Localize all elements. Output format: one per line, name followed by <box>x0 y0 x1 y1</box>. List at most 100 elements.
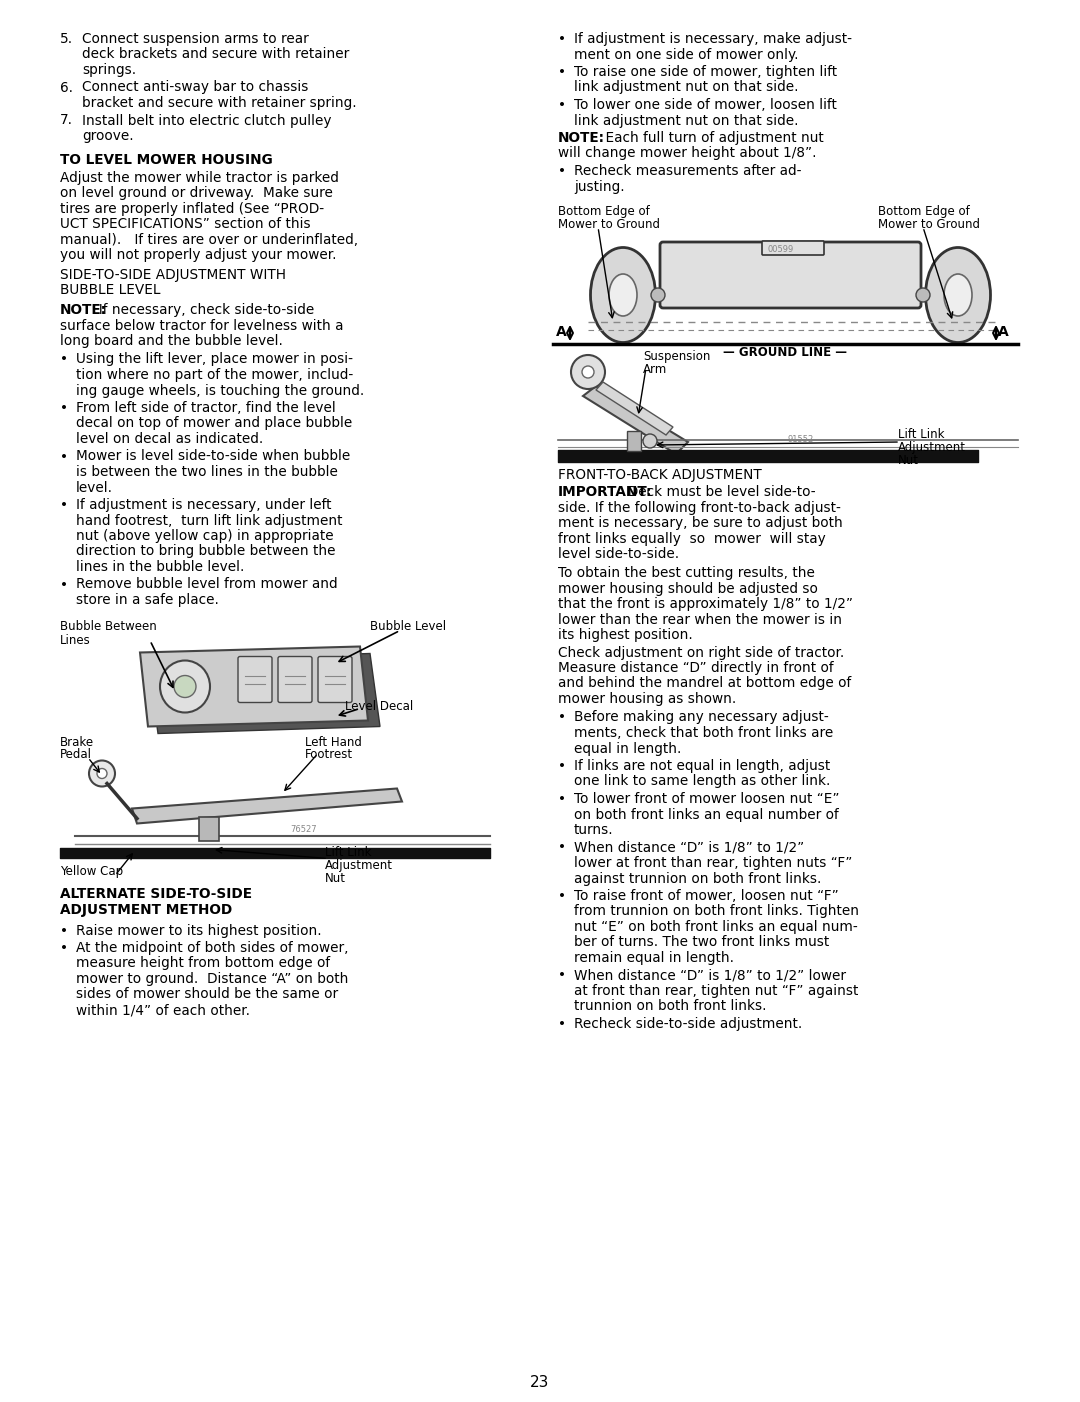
Text: lines in the bubble level.: lines in the bubble level. <box>76 559 244 573</box>
Text: equal in length.: equal in length. <box>573 742 681 756</box>
Text: Left Hand: Left Hand <box>305 736 362 749</box>
Text: •: • <box>60 924 68 938</box>
FancyBboxPatch shape <box>278 656 312 702</box>
Ellipse shape <box>944 273 972 315</box>
Polygon shape <box>132 788 402 823</box>
Text: Bubble Level: Bubble Level <box>370 621 446 634</box>
Text: If links are not equal in length, adjust: If links are not equal in length, adjust <box>573 758 831 773</box>
Text: lower at front than rear, tighten nuts “F”: lower at front than rear, tighten nuts “… <box>573 857 852 871</box>
Text: From left side of tractor, find the level: From left side of tractor, find the leve… <box>76 401 336 415</box>
Text: mower housing should be adjusted so: mower housing should be adjusted so <box>558 582 818 596</box>
FancyBboxPatch shape <box>627 430 642 451</box>
Text: •: • <box>558 711 566 725</box>
Text: Connect anti-sway bar to chassis: Connect anti-sway bar to chassis <box>82 80 309 94</box>
Text: you will not properly adjust your mower.: you will not properly adjust your mower. <box>60 248 337 262</box>
FancyBboxPatch shape <box>660 243 921 308</box>
Text: bracket and secure with retainer spring.: bracket and secure with retainer spring. <box>82 95 356 109</box>
Text: ments, check that both front links are: ments, check that both front links are <box>573 726 834 740</box>
Text: manual).   If tires are over or underinflated,: manual). If tires are over or underinfla… <box>60 233 359 247</box>
Text: on both front links an equal number of: on both front links an equal number of <box>573 808 839 822</box>
Text: is between the two lines in the bubble: is between the two lines in the bubble <box>76 465 338 479</box>
Text: Suspension: Suspension <box>643 350 711 363</box>
Ellipse shape <box>926 248 990 342</box>
Text: To obtain the best cutting results, the: To obtain the best cutting results, the <box>558 566 815 580</box>
Text: remain equal in length.: remain equal in length. <box>573 951 734 965</box>
Text: Mower is level side-to-side when bubble: Mower is level side-to-side when bubble <box>76 450 350 464</box>
Text: To lower one side of mower, loosen lift: To lower one side of mower, loosen lift <box>573 98 837 112</box>
Polygon shape <box>596 381 673 435</box>
Text: To lower front of mower loosen nut “E”: To lower front of mower loosen nut “E” <box>573 792 839 806</box>
Text: Remove bubble level from mower and: Remove bubble level from mower and <box>76 578 338 592</box>
Text: NOTE:: NOTE: <box>60 303 107 317</box>
Text: Lines: Lines <box>60 634 91 646</box>
Text: When distance “D” is 1/8” to 1/2” lower: When distance “D” is 1/8” to 1/2” lower <box>573 969 846 983</box>
Text: link adjustment nut on that side.: link adjustment nut on that side. <box>573 114 798 128</box>
Text: Adjust the mower while tractor is parked: Adjust the mower while tractor is parked <box>60 171 339 185</box>
Circle shape <box>582 366 594 379</box>
Text: side. If the following front-to-back adjust-: side. If the following front-to-back adj… <box>558 501 841 515</box>
Text: •: • <box>558 164 566 178</box>
Text: Bottom Edge of: Bottom Edge of <box>558 205 650 217</box>
Text: Measure distance “D” directly in front of: Measure distance “D” directly in front o… <box>558 660 834 674</box>
Text: 23: 23 <box>530 1375 550 1389</box>
Text: justing.: justing. <box>573 179 624 193</box>
Text: at front than rear, tighten nut “F” against: at front than rear, tighten nut “F” agai… <box>573 984 859 998</box>
Text: 91552: 91552 <box>788 435 814 444</box>
Ellipse shape <box>591 248 656 342</box>
Text: Bottom Edge of: Bottom Edge of <box>878 205 970 217</box>
Text: If necessary, check side-to-side: If necessary, check side-to-side <box>91 303 314 317</box>
Ellipse shape <box>609 273 637 315</box>
Text: 7.: 7. <box>60 114 73 128</box>
Ellipse shape <box>160 660 210 712</box>
Text: •: • <box>60 498 68 512</box>
Text: •: • <box>558 64 566 79</box>
Text: from trunnion on both front links. Tighten: from trunnion on both front links. Tight… <box>573 904 859 918</box>
Text: ment is necessary, be sure to adjust both: ment is necessary, be sure to adjust bot… <box>558 516 842 530</box>
Text: on level ground or driveway.  Make sure: on level ground or driveway. Make sure <box>60 186 333 200</box>
Text: •: • <box>558 32 566 46</box>
Text: FRONT-TO-BACK ADJUSTMENT: FRONT-TO-BACK ADJUSTMENT <box>558 468 761 482</box>
Text: •: • <box>558 758 566 773</box>
Text: •: • <box>558 841 566 854</box>
Text: •: • <box>60 401 68 415</box>
Text: Deck must be level side-to-: Deck must be level side-to- <box>619 485 815 499</box>
Text: hand footrest,  turn lift link adjustment: hand footrest, turn lift link adjustment <box>76 513 342 527</box>
Text: level side-to-side.: level side-to-side. <box>558 548 679 561</box>
Text: will change mower height about 1/8”.: will change mower height about 1/8”. <box>558 146 816 160</box>
Text: Nut: Nut <box>325 872 346 885</box>
Text: mower housing as shown.: mower housing as shown. <box>558 693 737 707</box>
Text: ing gauge wheels, is touching the ground.: ing gauge wheels, is touching the ground… <box>76 384 364 398</box>
Text: To raise one side of mower, tighten lift: To raise one side of mower, tighten lift <box>573 64 837 79</box>
Circle shape <box>643 435 657 449</box>
Text: Adjustment: Adjustment <box>325 858 393 872</box>
Text: front links equally  so  mower  will stay: front links equally so mower will stay <box>558 531 826 545</box>
Text: Before making any necessary adjust-: Before making any necessary adjust- <box>573 711 828 725</box>
Text: against trunnion on both front links.: against trunnion on both front links. <box>573 872 822 886</box>
Text: ment on one side of mower only.: ment on one side of mower only. <box>573 48 798 62</box>
Text: trunnion on both front links.: trunnion on both front links. <box>573 1000 767 1014</box>
Text: A: A <box>556 325 567 339</box>
Circle shape <box>89 760 114 787</box>
Text: ber of turns. The two front links must: ber of turns. The two front links must <box>573 935 829 949</box>
Text: and behind the mandrel at bottom edge of: and behind the mandrel at bottom edge of <box>558 677 851 691</box>
Text: UCT SPECIFICATIONS” section of this: UCT SPECIFICATIONS” section of this <box>60 217 311 231</box>
Polygon shape <box>148 653 380 733</box>
Text: springs.: springs. <box>82 63 136 77</box>
Text: TO LEVEL MOWER HOUSING: TO LEVEL MOWER HOUSING <box>60 153 273 167</box>
Text: Raise mower to its highest position.: Raise mower to its highest position. <box>76 924 322 938</box>
Text: ADJUSTMENT METHOD: ADJUSTMENT METHOD <box>60 903 232 917</box>
Ellipse shape <box>916 287 930 301</box>
Polygon shape <box>140 646 368 726</box>
Text: •: • <box>558 792 566 806</box>
Text: IMPORTANT:: IMPORTANT: <box>558 485 652 499</box>
Text: Level Decal: Level Decal <box>345 701 414 714</box>
Text: Footrest: Footrest <box>305 749 353 761</box>
Text: Mower to Ground: Mower to Ground <box>878 217 980 231</box>
Text: long board and the bubble level.: long board and the bubble level. <box>60 334 283 348</box>
Text: Using the lift lever, place mower in posi-: Using the lift lever, place mower in pos… <box>76 352 353 366</box>
Text: tion where no part of the mower, includ-: tion where no part of the mower, includ- <box>76 367 353 381</box>
Text: lower than the rear when the mower is in: lower than the rear when the mower is in <box>558 613 842 627</box>
Text: Adjustment: Adjustment <box>897 442 966 454</box>
Text: store in a safe place.: store in a safe place. <box>76 593 219 607</box>
Text: 5.: 5. <box>60 32 73 46</box>
